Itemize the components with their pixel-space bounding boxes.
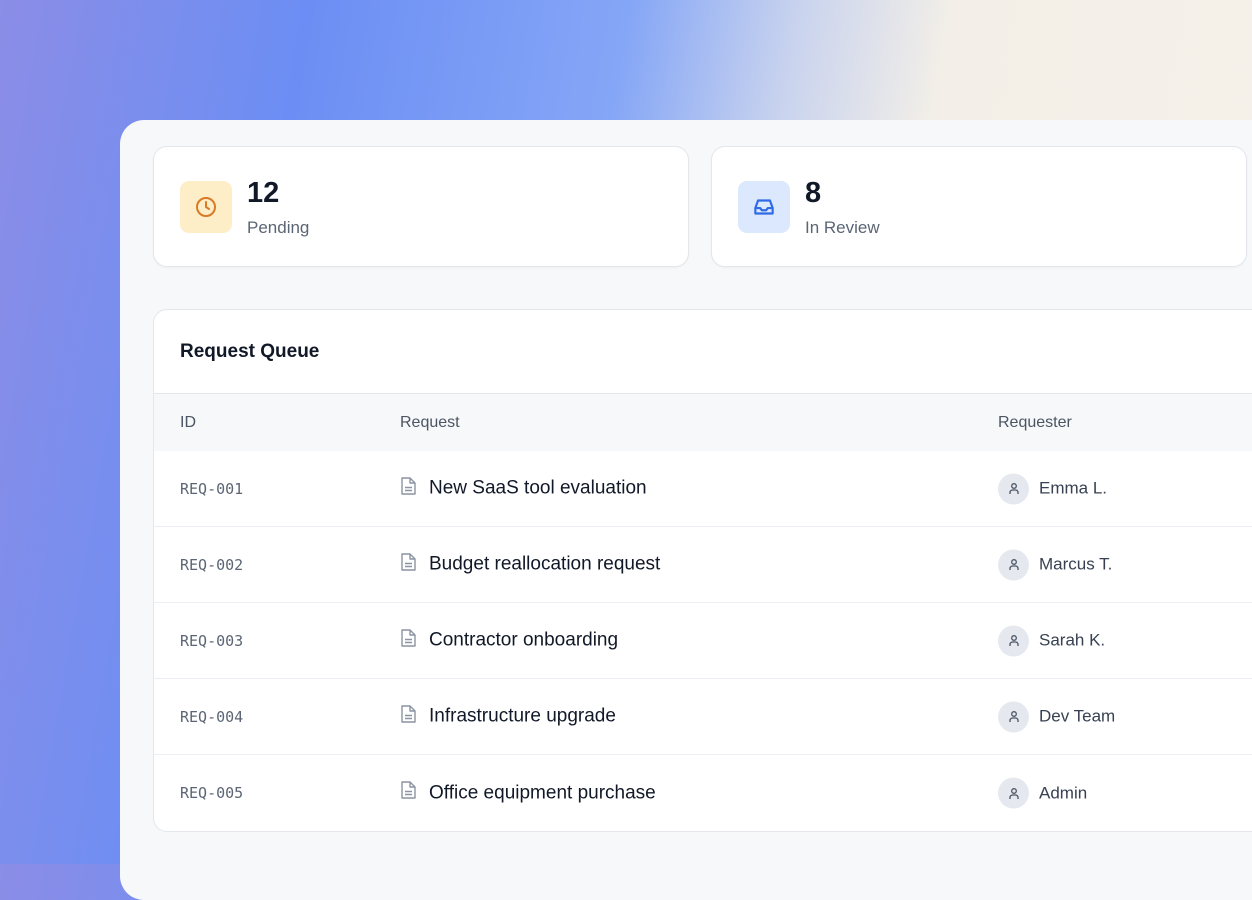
requester-name: Admin [1039,783,1088,802]
user-icon [998,701,1029,732]
clock-icon [180,181,232,233]
request-queue-table: Request Queue ID Request Requester REQ-0… [153,309,1252,832]
document-icon [400,781,417,806]
column-header-id[interactable]: ID [180,413,196,431]
table-row[interactable]: REQ-004 Infrastructure upgrade Dev Team [154,679,1252,755]
stat-label: Pending [247,218,310,237]
stat-card-pending[interactable]: 12 Pending [153,146,689,267]
stat-value: 12 [247,177,280,209]
request-id: REQ-001 [180,479,244,498]
request-id: REQ-002 [180,555,244,574]
table-title: Request Queue [154,310,1252,394]
dashboard-panel: 12 Pending 8 In Review Request Queue ID … [120,120,1252,900]
request-id: REQ-005 [180,784,244,802]
column-header-request[interactable]: Request [400,413,460,431]
request-title[interactable]: New SaaS tool evaluation [429,477,647,499]
stat-label: In Review [805,218,880,237]
request-title[interactable]: Budget reallocation request [429,553,661,575]
requester-name: Emma L. [1039,478,1108,498]
request-title[interactable]: Office equipment purchase [429,782,656,803]
column-header-requester[interactable]: Requester [998,413,1072,431]
user-icon [998,625,1029,656]
table-row[interactable]: REQ-005 Office equipment purchase Admin [154,755,1252,831]
requester-name: Sarah K. [1039,630,1106,650]
stat-card-in-review[interactable]: 8 In Review [711,146,1247,267]
table-header: ID Request Requester [154,394,1252,451]
table-row[interactable]: REQ-001 New SaaS tool evaluation Emma L. [154,451,1252,527]
document-icon [400,552,417,577]
document-icon [400,704,417,729]
user-icon [998,473,1029,504]
document-icon [400,628,417,653]
requester-name: Marcus T. [1039,554,1113,574]
table-row[interactable]: REQ-002 Budget reallocation request Marc… [154,527,1252,603]
user-icon [998,777,1029,809]
table-row[interactable]: REQ-003 Contractor onboarding Sarah K. [154,603,1252,679]
document-icon [400,476,417,501]
request-title[interactable]: Contractor onboarding [429,629,619,651]
request-title[interactable]: Infrastructure upgrade [429,705,616,727]
stat-value: 8 [805,177,822,209]
request-id: REQ-003 [180,631,244,650]
request-id: REQ-004 [180,707,244,726]
inbox-icon [738,181,790,233]
user-icon [998,549,1029,580]
requester-name: Dev Team [1039,706,1116,726]
